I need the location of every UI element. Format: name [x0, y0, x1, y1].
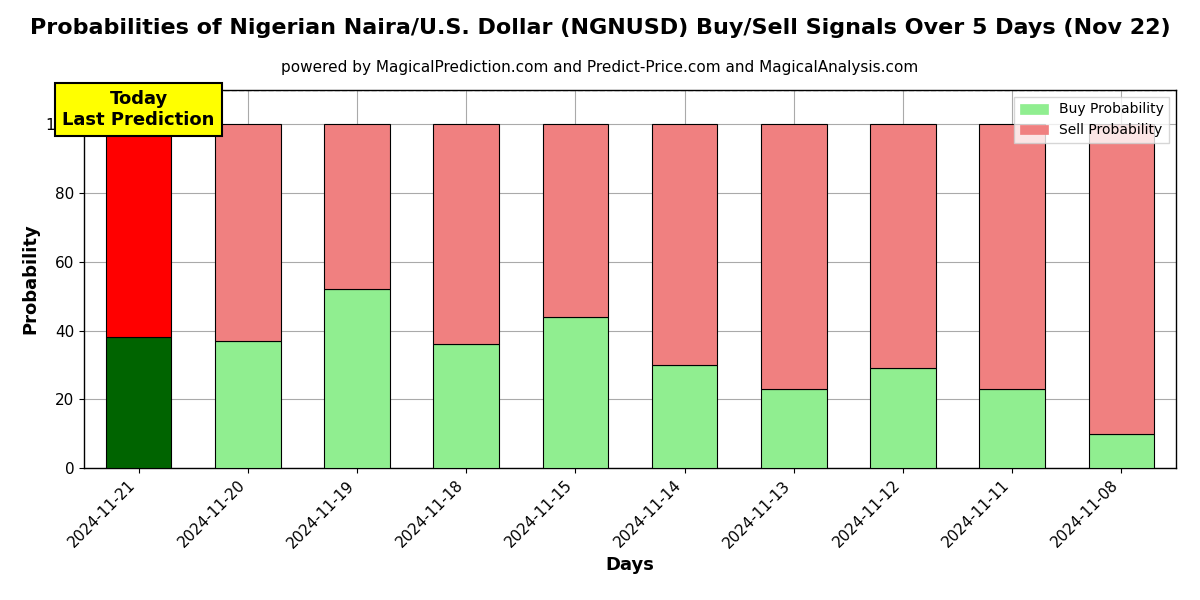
Bar	[324, 289, 390, 468]
Y-axis label: Probability: Probability	[22, 224, 40, 334]
Bar	[106, 337, 172, 468]
Bar	[215, 124, 281, 341]
Bar	[542, 317, 608, 468]
Bar	[215, 341, 281, 468]
Bar	[761, 389, 827, 468]
Bar	[542, 124, 608, 317]
Bar	[433, 344, 499, 468]
Bar	[652, 365, 718, 468]
Bar	[324, 124, 390, 289]
Bar	[870, 368, 936, 468]
Legend: Buy Probability, Sell Probability: Buy Probability, Sell Probability	[1014, 97, 1169, 143]
Bar	[1088, 434, 1154, 468]
Bar	[433, 124, 499, 344]
Bar	[1088, 124, 1154, 434]
Bar	[979, 389, 1045, 468]
Bar	[652, 124, 718, 365]
Bar	[870, 124, 936, 368]
Text: Probabilities of Nigerian Naira/U.S. Dollar (NGNUSD) Buy/Sell Signals Over 5 Day: Probabilities of Nigerian Naira/U.S. Dol…	[30, 18, 1170, 38]
Bar	[979, 124, 1045, 389]
Bar	[106, 124, 172, 337]
Text: Today
Last Prediction: Today Last Prediction	[62, 90, 215, 129]
Text: powered by MagicalPrediction.com and Predict-Price.com and MagicalAnalysis.com: powered by MagicalPrediction.com and Pre…	[281, 60, 919, 75]
X-axis label: Days: Days	[606, 556, 654, 574]
Bar	[761, 124, 827, 389]
